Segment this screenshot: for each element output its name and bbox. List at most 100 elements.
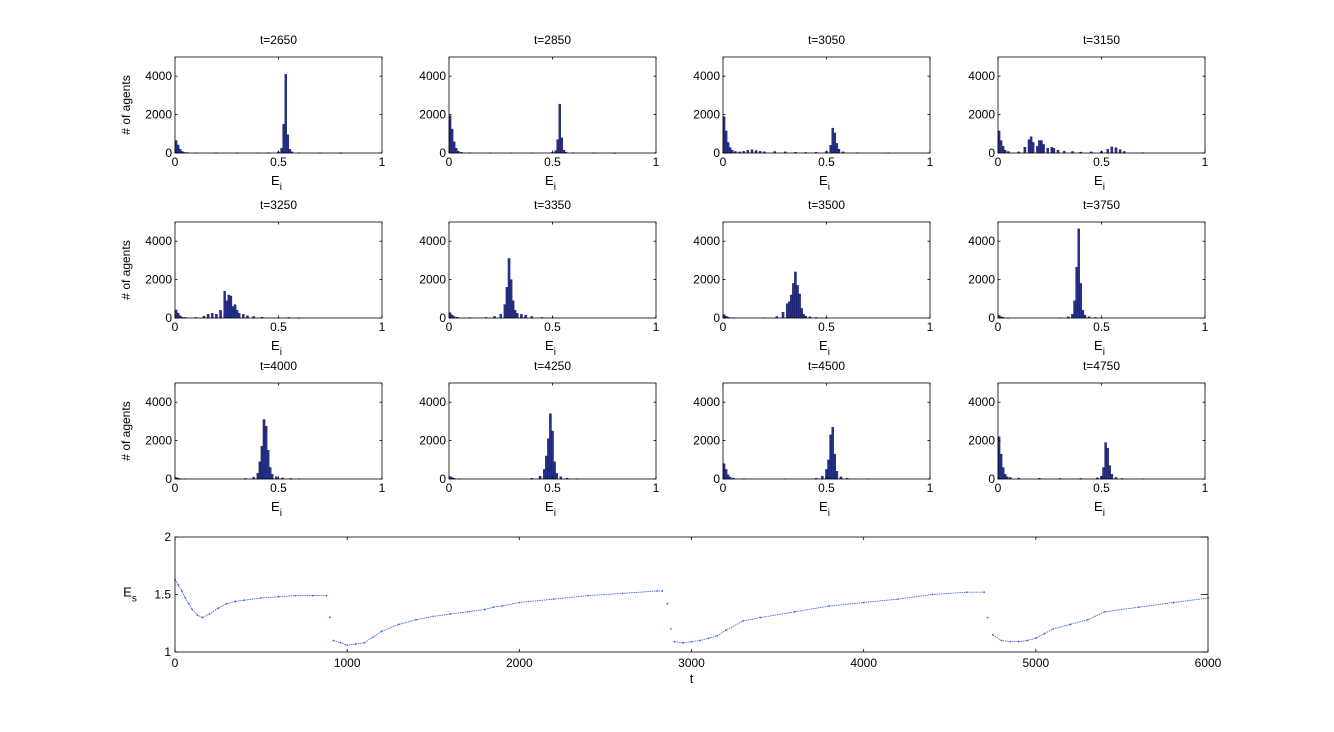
histogram-bar <box>223 290 226 319</box>
histogram-bar <box>562 149 566 154</box>
y-tick-label: 4000 <box>693 69 720 83</box>
x-tick-label: 1 <box>653 320 660 334</box>
x-tick-label: 0 <box>995 320 1002 334</box>
histogram-bar <box>256 473 260 480</box>
x-tick-label: 0 <box>995 481 1002 495</box>
histogram-bar <box>1040 140 1043 154</box>
histogram-bar <box>560 137 564 154</box>
histogram-bar <box>1114 147 1118 154</box>
histogram-bar <box>237 313 241 319</box>
x-tick-label: 1 <box>927 155 934 169</box>
histogram-bar <box>524 314 527 319</box>
x-tick-label: 0.5 <box>270 481 287 495</box>
x-tick-label: 1 <box>1202 320 1209 334</box>
histogram-bar <box>264 426 268 480</box>
y-tick-label: 4000 <box>693 234 720 248</box>
histogram-bar <box>215 314 218 319</box>
histogram-bar <box>829 145 832 154</box>
y-tick-label: 2000 <box>419 273 446 287</box>
histogram-bar <box>503 304 507 319</box>
y-tick-label: 2000 <box>419 108 446 122</box>
trace-line <box>174 579 1209 646</box>
x-axis-label: Ei <box>545 338 556 358</box>
histogram-bar <box>1029 136 1033 154</box>
histogram-panel: 0 0.5 1 0 2000 4000 t=2850 Ei <box>419 33 659 193</box>
histogram-bar <box>520 314 523 319</box>
y-tick-label: 2000 <box>693 108 720 122</box>
axes-frame <box>174 56 383 154</box>
histogram-bar <box>450 128 454 154</box>
y-tick-label: 2 <box>164 530 171 544</box>
histogram-bar <box>176 144 180 154</box>
histogram-bar <box>999 140 1003 154</box>
axes-frame <box>174 536 1209 653</box>
histogram-bar <box>1004 474 1007 480</box>
x-tick-label: 1 <box>653 155 660 169</box>
x-tick-label: 1 <box>379 155 386 169</box>
x-axis-label: Ei <box>545 173 556 193</box>
histogram-bar <box>1102 467 1105 480</box>
histogram-bar <box>790 294 793 319</box>
x-axis-label: Ei <box>819 499 830 519</box>
x-tick-label: 1000 <box>334 656 361 670</box>
panel-title: t=3350 <box>534 198 571 212</box>
histogram-bar <box>1083 314 1087 319</box>
y-tick-label: 0 <box>713 472 720 486</box>
x-axis-label: Ei <box>1094 173 1105 193</box>
panel-title: t=4750 <box>1083 359 1120 373</box>
histogram-bar <box>235 310 239 319</box>
histogram-panel: 0 0.5 1 0 2000 4000 t=4500 Ei <box>693 359 933 519</box>
histogram-bar <box>1106 149 1109 154</box>
histogram-bar <box>750 149 754 154</box>
x-tick-label: 0.5 <box>818 481 835 495</box>
x-tick-label: 0 <box>720 320 727 334</box>
axes-frame <box>997 56 1206 154</box>
y-tick-label: 0 <box>439 311 446 325</box>
trace-point <box>669 628 672 630</box>
histogram-bar <box>1027 139 1031 154</box>
histogram-bar <box>231 306 235 319</box>
x-tick-label: 0.5 <box>818 155 835 169</box>
y-tick-label: 4000 <box>419 69 446 83</box>
histogram-bar <box>211 313 214 319</box>
x-tick-label: 3000 <box>678 656 705 670</box>
x-axis-label: t <box>690 671 694 686</box>
histogram-bar <box>724 130 728 154</box>
y-tick-label: 2000 <box>693 434 720 448</box>
histogram-bar <box>831 427 834 480</box>
x-tick-label: 0.5 <box>544 481 561 495</box>
histogram-bar <box>999 453 1003 480</box>
histogram-bar <box>1106 448 1109 480</box>
histogram-bar <box>726 142 730 154</box>
y-tick-label: 0 <box>439 472 446 486</box>
panel-title: t=3250 <box>260 198 297 212</box>
histogram-bar <box>831 127 834 154</box>
histogram-panel: 0 0.5 1 0 2000 4000 t=3250 Ei # of agents <box>119 198 386 358</box>
y-tick-label: 2000 <box>968 108 995 122</box>
histogram-bar <box>1104 442 1107 480</box>
x-tick-label: 0.5 <box>544 320 561 334</box>
x-tick-label: 4000 <box>850 656 877 670</box>
histogram-bar <box>507 258 511 319</box>
axes-frame <box>174 221 383 319</box>
histogram-bar <box>1071 314 1074 319</box>
histogram-bar <box>785 303 789 319</box>
histogram-bar <box>835 143 839 154</box>
x-tick-label: 6000 <box>1195 656 1222 670</box>
x-tick-label: 0 <box>446 320 453 334</box>
y-tick-label: 0 <box>988 311 995 325</box>
y-tick-label: 2000 <box>419 434 446 448</box>
y-tick-label: 4000 <box>419 395 446 409</box>
histogram-bar <box>288 149 292 154</box>
x-tick-label: 0.5 <box>1093 320 1110 334</box>
histogram-bar <box>450 314 454 319</box>
histogram-bar <box>1075 266 1078 319</box>
y-axis-label: # of agents <box>119 75 133 134</box>
y-tick-label: 4000 <box>968 395 995 409</box>
timeseries-panel: 0 1000 2000 3000 4000 5000 6000 1 1.5 2 t Es <box>123 530 1222 686</box>
trace-point <box>666 602 669 605</box>
histogram-bar <box>262 419 266 480</box>
y-tick-label: 0 <box>165 472 172 486</box>
y-tick-label: 2000 <box>693 273 720 287</box>
